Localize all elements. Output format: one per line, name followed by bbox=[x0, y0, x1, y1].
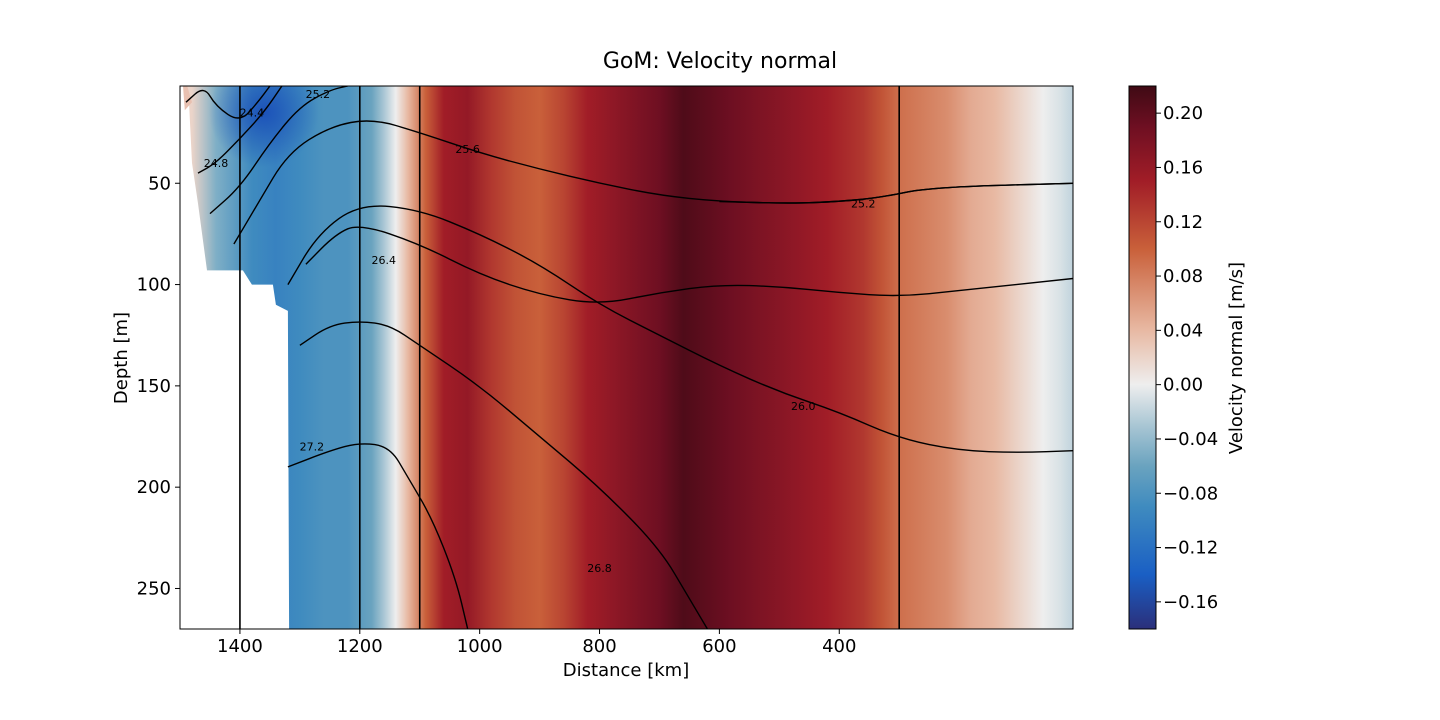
y-tick-label: 200 bbox=[137, 477, 171, 498]
density-contour bbox=[719, 182, 1073, 204]
colorbar-tick-label: −0.12 bbox=[1163, 538, 1218, 559]
x-tick-label: 1200 bbox=[337, 636, 383, 657]
colorbar-label: Velocity normal [m/s] bbox=[1226, 262, 1247, 454]
x-axis-label: Distance [km] bbox=[563, 660, 689, 681]
y-axis: 50 100 150 200 250 bbox=[137, 173, 180, 599]
density-contour bbox=[305, 226, 1073, 303]
contour-label: 25.2 bbox=[851, 198, 876, 211]
y-tick-label: 150 bbox=[137, 376, 171, 397]
x-tick-label: 1000 bbox=[457, 636, 503, 657]
x-tick-label: 400 bbox=[822, 636, 856, 657]
chart-title: GoM: Velocity normal bbox=[603, 49, 837, 74]
colorbar-tick-label: 0.04 bbox=[1163, 320, 1203, 341]
y-tick-label: 250 bbox=[137, 578, 171, 599]
colorbar-tick-label: 0.12 bbox=[1163, 212, 1203, 233]
colorbar-tick-label: 0.00 bbox=[1163, 375, 1203, 396]
contour-label: 26.4 bbox=[372, 254, 397, 267]
plot-area: 24.4 24.8 25.2 25.6 25.2 26.0 26.4 26.8 27.2 bbox=[179, 85, 1074, 630]
density-contour bbox=[287, 205, 1073, 453]
contour-label: 24.4 bbox=[240, 106, 265, 119]
colorbar-tick-label: −0.08 bbox=[1163, 483, 1218, 504]
velocity-field bbox=[180, 86, 1073, 629]
colorbar-tick-label: −0.16 bbox=[1163, 592, 1218, 613]
contour-label: 24.8 bbox=[204, 157, 229, 170]
plot-frame bbox=[179, 85, 1074, 630]
density-contour bbox=[287, 443, 469, 629]
y-tick-label: 100 bbox=[137, 275, 171, 296]
density-contour bbox=[185, 86, 271, 119]
colorbar-tick-label: 0.16 bbox=[1163, 157, 1203, 178]
y-tick-label: 50 bbox=[148, 173, 171, 194]
x-tick-label: 600 bbox=[702, 636, 736, 657]
colorbar-tick-label: 0.08 bbox=[1163, 266, 1203, 287]
colorbar-scale bbox=[1128, 85, 1157, 630]
surface-jet bbox=[208, 86, 319, 168]
no-data-mask bbox=[180, 86, 290, 629]
density-contour bbox=[197, 86, 283, 174]
colorbar-tick-label: −0.04 bbox=[1163, 429, 1218, 450]
contour-label: 25.6 bbox=[455, 143, 480, 156]
y-axis-label: Depth [m] bbox=[111, 312, 132, 404]
density-contour bbox=[209, 86, 348, 215]
contour-label: 26.0 bbox=[791, 400, 816, 413]
contour-label: 25.2 bbox=[306, 88, 331, 101]
x-tick-label: 1400 bbox=[217, 636, 263, 657]
colorbar: 0.20 0.16 0.12 0.08 0.04 0.00 −0.04 −0.08 −0.12 −… bbox=[1128, 85, 1247, 630]
colorbar-tick-label: 0.20 bbox=[1163, 103, 1203, 124]
density-contour bbox=[299, 321, 709, 629]
contour-label: 26.8 bbox=[587, 562, 612, 575]
x-axis: 1400 1200 1000 800 600 400 bbox=[217, 629, 856, 657]
x-tick-label: 800 bbox=[582, 636, 616, 657]
edge-sliver bbox=[183, 86, 192, 111]
contour-label: 27.2 bbox=[300, 441, 325, 454]
